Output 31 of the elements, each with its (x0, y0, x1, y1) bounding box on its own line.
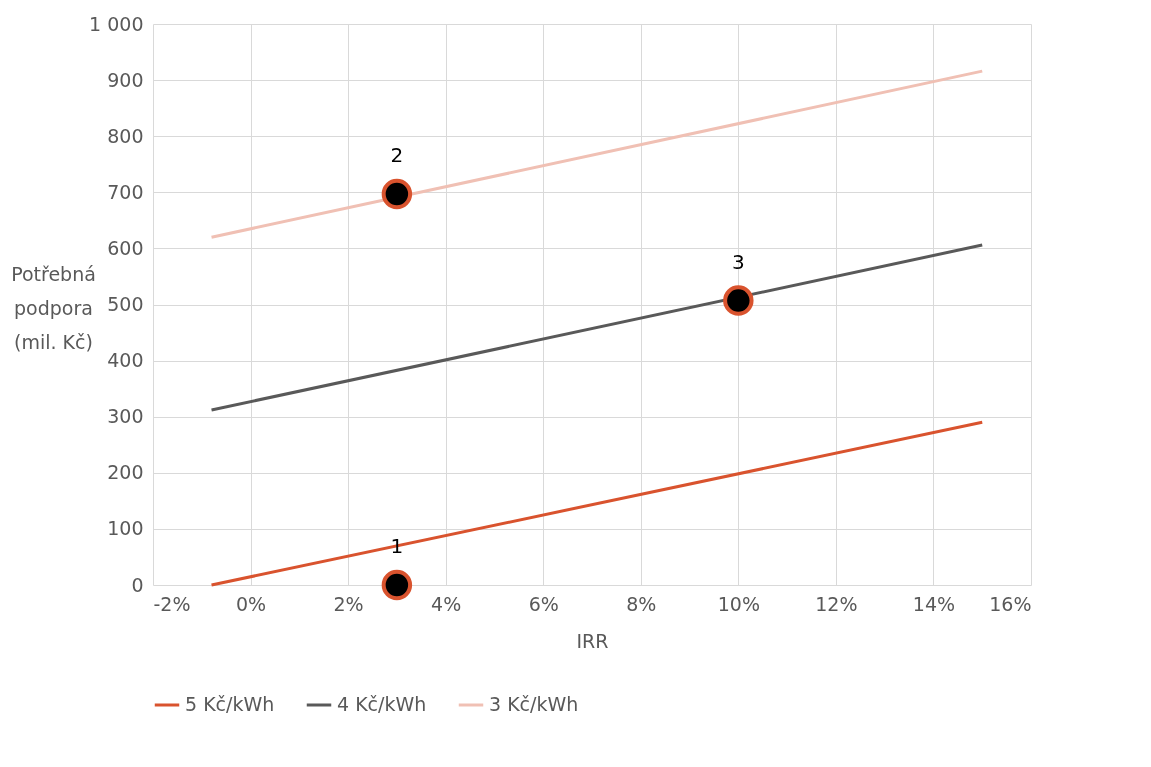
y-tick-label: 200 (107, 461, 144, 484)
y-tick-label: 500 (107, 293, 144, 315)
x-tick-label: 2% (333, 592, 364, 615)
annotation: 2 (390, 142, 404, 167)
legend-label: 4 Kč/kWh (337, 693, 427, 715)
x-tick-label: 10% (717, 592, 760, 615)
y-tick-label: 400 (107, 349, 144, 372)
x-tick-label: 14% (912, 592, 956, 615)
y-axis-title: Potřebná podpora (mil. Kč) (11, 262, 96, 353)
y-tick-label: 300 (107, 405, 144, 428)
y-tick-label: 600 (107, 236, 144, 259)
legend-label: 5 Kč/kWh (185, 693, 275, 715)
y-tick-label: 700 (107, 180, 144, 203)
point (381, 178, 413, 210)
x-tick-label: 6% (528, 592, 559, 615)
y-tick-label: 1 000 (89, 12, 144, 35)
point (381, 569, 413, 601)
annotation: 3 (731, 249, 745, 274)
y-tick-label: 0 (131, 573, 144, 596)
x-tick-label: 4% (431, 592, 462, 615)
legend-label: 3 Kč/kWh (489, 693, 579, 715)
x-tick-label: -2% (153, 592, 191, 615)
point (723, 285, 754, 316)
y-tick-label: 900 (107, 68, 144, 91)
x-tick-label: 8% (626, 592, 657, 615)
x-tick-label: 0% (235, 592, 267, 615)
y-tick-label: 100 (107, 517, 144, 540)
x-tick-label: 12% (815, 592, 858, 615)
y-tick-label: 800 (107, 124, 144, 147)
x-axis-title: IRR (576, 629, 609, 652)
x-tick-label: 16% (989, 592, 1032, 615)
